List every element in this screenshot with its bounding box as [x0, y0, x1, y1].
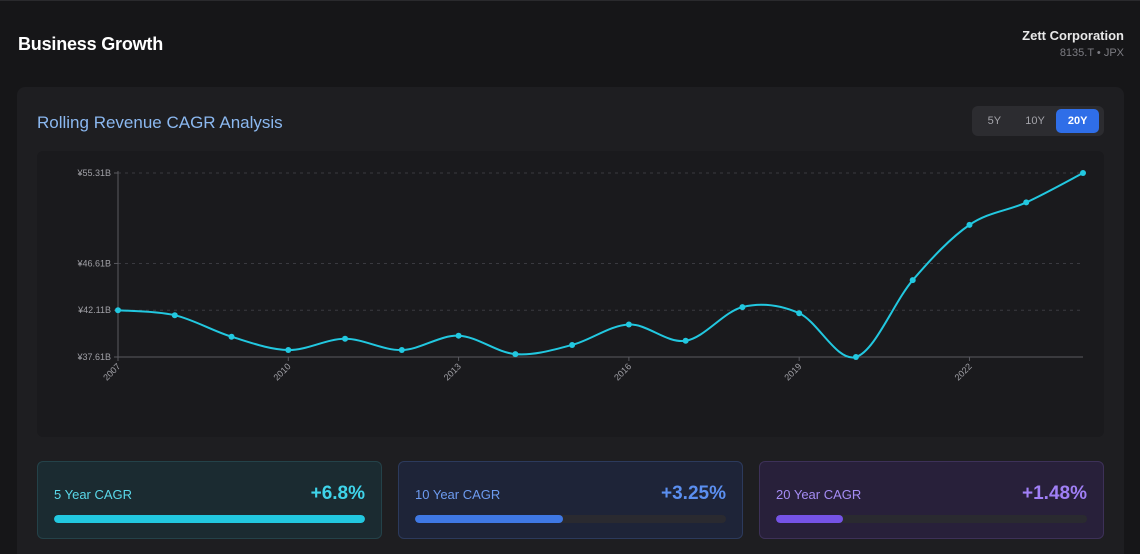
cagr-card-5y: 5 Year CAGR +6.8%: [37, 461, 382, 539]
range-10y-button[interactable]: 10Y: [1025, 115, 1045, 127]
range-toggle: 5Y 10Y 20Y: [972, 106, 1104, 136]
data-point: [739, 304, 746, 311]
data-point: [398, 347, 405, 354]
cagr-card-20y: 20 Year CAGR +1.48%: [759, 461, 1104, 539]
data-point: [342, 335, 349, 342]
company-name: Zett Corporation: [1022, 28, 1124, 43]
cagr-progress-fill: [54, 515, 365, 523]
data-point: [1023, 199, 1030, 206]
y-tick-label: ¥42.11B: [77, 305, 111, 315]
range-5y-button[interactable]: 5Y: [987, 115, 1002, 127]
y-tick-label: ¥37.61B: [76, 352, 111, 362]
company-info: Zett Corporation 8135.T • JPX: [1022, 28, 1124, 59]
revenue-series-line: [117, 172, 1084, 359]
data-point: [966, 221, 973, 228]
cagr-progress-fill: [415, 515, 564, 523]
data-point: [171, 312, 178, 319]
cagr-card-value: +6.8%: [310, 483, 365, 504]
cagr-card-label: 5 Year CAGR: [54, 487, 133, 502]
cagr-card-10y: 10 Year CAGR +3.25%: [398, 461, 743, 539]
data-point: [115, 307, 121, 314]
x-tick-label: 2007: [101, 361, 122, 382]
cagr-progress-track: [415, 515, 726, 523]
cagr-progress-fill: [776, 515, 844, 523]
data-point: [455, 332, 462, 339]
data-point: [852, 354, 859, 360]
cagr-card-label: 20 Year CAGR: [776, 487, 862, 502]
panel-title: Rolling Revenue CAGR Analysis: [37, 113, 283, 132]
range-20y-button[interactable]: 20Y: [1056, 109, 1099, 133]
page-title: Business Growth: [18, 34, 164, 54]
data-point: [909, 277, 916, 284]
data-point: [569, 341, 576, 348]
data-point: [682, 337, 689, 344]
y-tick-label: ¥46.61B: [76, 258, 111, 268]
x-tick-label: 2010: [271, 361, 292, 382]
x-tick-label: 2016: [612, 361, 633, 382]
data-point: [228, 333, 235, 340]
data-point: [1080, 170, 1086, 176]
cagr-progress-track: [54, 515, 365, 523]
data-point: [285, 347, 292, 354]
data-point: [512, 351, 519, 358]
x-tick-label: 2022: [953, 361, 974, 382]
x-tick-label: 2013: [442, 361, 463, 382]
chart-area: ¥37.61B ¥42.11B ¥46.61B ¥55.31B 2007 2010 2013…: [37, 151, 1104, 437]
cagr-progress-track: [776, 515, 1087, 523]
data-point: [625, 321, 632, 328]
cagr-cards: 5 Year CAGR +6.8% 10 Year CAGR +3.25% 20…: [37, 461, 1104, 541]
cagr-card-label: 10 Year CAGR: [415, 487, 501, 502]
page-header: Business Growth Zett Corporation 8135.T …: [0, 1, 1140, 87]
cagr-card-value: +3.25%: [661, 483, 726, 504]
y-tick-label: ¥55.31B: [76, 168, 111, 178]
x-tick-label: 2019: [782, 361, 803, 382]
data-point: [796, 310, 803, 317]
cagr-panel: Rolling Revenue CAGR Analysis 5Y 10Y 20Y…: [17, 87, 1124, 554]
revenue-line-chart: ¥37.61B ¥42.11B ¥46.61B ¥55.31B 2007 2010 2013…: [76, 168, 1086, 383]
company-ticker: 8135.T • JPX: [1059, 47, 1124, 59]
cagr-card-value: +1.48%: [1022, 483, 1087, 504]
